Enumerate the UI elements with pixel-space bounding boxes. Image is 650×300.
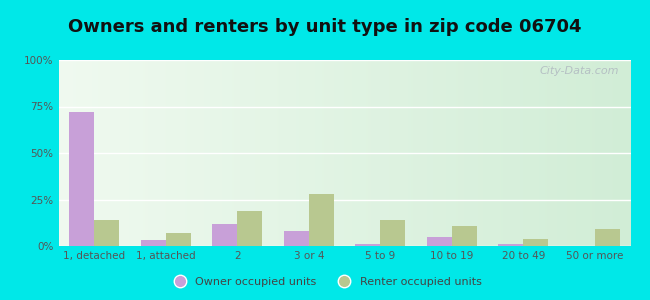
Bar [427,237,452,246]
Bar [69,112,94,246]
Bar [355,244,380,246]
Bar [212,224,237,246]
Bar [140,240,166,246]
Bar [166,233,191,246]
Text: Owners and renters by unit type in zip code 06704: Owners and renters by unit type in zip c… [68,18,582,36]
Text: City-Data.com: City-Data.com [540,66,619,76]
Bar [380,220,406,246]
Bar [523,238,548,246]
Bar [237,211,262,246]
Bar [94,220,120,246]
Bar [284,231,309,246]
Bar [595,229,620,246]
Legend: Owner occupied units, Renter occupied units: Owner occupied units, Renter occupied un… [164,273,486,291]
Bar [452,226,476,246]
Bar [499,244,523,246]
Bar [309,194,334,246]
